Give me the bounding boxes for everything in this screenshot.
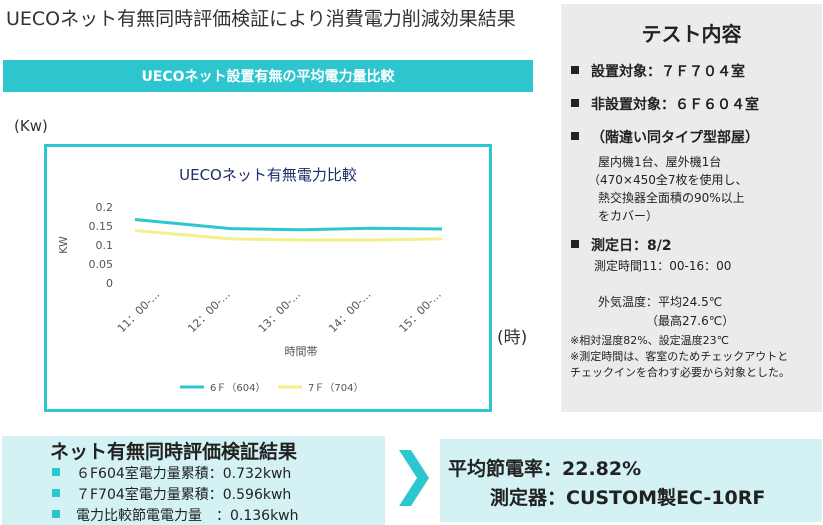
result-line: ７F704室電力量累積：0.596kwh: [52, 484, 291, 504]
summary-box: 平均節電率：22.82% 測定器：CUSTOM製EC-10RF: [440, 439, 822, 522]
x-tick-label: 11：00-…: [115, 288, 162, 335]
bullet-square-icon: [571, 66, 579, 74]
max-temperature: （最高27.6℃）: [646, 314, 735, 328]
y-unit-label: (Kw): [14, 117, 48, 135]
room-detail-line: をカバー）: [598, 209, 659, 223]
line-chart: UECOネット有無電力比較 0 0.05 0.1 0.15 0.2 KW 11：00-… 12：…: [57, 166, 444, 394]
result-line: ６F604室電力量累積：0.732kwh: [52, 463, 291, 483]
bullet-square-icon: [52, 468, 60, 476]
note-line: ※相対湿度82%、設定温度23℃: [570, 334, 730, 347]
bullet-square-icon: [571, 99, 579, 107]
saving-rate: 平均節電率：22.82%: [448, 458, 642, 480]
series-line-1: [134, 218, 443, 232]
result-line-text: ６F604室電力量累積：0.732kwh: [76, 466, 292, 482]
test-details-panel: テスト内容 設置対象：７Ｆ７０４室 非設置対象：６Ｆ６０４室 （階違い同タイプ型…: [561, 4, 822, 412]
measurement-date: 測定日：8/2: [571, 235, 672, 255]
installed-target-text: 設置対象：７Ｆ７０４室: [591, 64, 745, 80]
y-tick-label: 0.1: [96, 239, 114, 252]
measurement-date-text: 測定日：8/2: [591, 238, 672, 254]
note-line: チェックインを合わす必要から対象とした。: [570, 366, 790, 379]
x-unit-label: (時): [497, 328, 528, 348]
outside-temperature: 外気温度：平均24.5℃: [598, 295, 723, 309]
y-tick-label: 0.2: [96, 201, 114, 214]
y-tick-label: 0: [106, 277, 113, 290]
legend-label: 6Ｆ（604）: [210, 382, 265, 394]
page-title: UECOネット有無同時評価検証により消費電力削減効果結果: [6, 8, 516, 30]
room-type: （階違い同タイプ型部屋）: [571, 127, 759, 147]
not-installed-target: 非設置対象：６Ｆ６０４室: [571, 94, 759, 114]
bullet-square-icon: [52, 510, 60, 518]
legend-label: 7Ｆ（704）: [308, 382, 363, 394]
x-tick-label: 12：00-…: [185, 288, 232, 335]
chart-frame: UECOネット有無電力比較 0 0.05 0.1 0.15 0.2 KW 11：00-… 12：…: [44, 144, 492, 412]
series-line-2: [134, 229, 443, 242]
chart-banner: UECOネット設置有無の平均電力量比較: [3, 60, 533, 92]
x-tick-label: 15：00-…: [397, 288, 444, 335]
chevron-right-icon: [399, 450, 429, 506]
room-type-text: （階違い同タイプ型部屋）: [591, 130, 759, 146]
room-detail-line: 屋内機1台、屋外機1台: [598, 155, 722, 169]
not-installed-target-text: 非設置対象：６Ｆ６０４室: [591, 97, 759, 113]
result-line-text: 電力比較節電電力量 ：0.136kwh: [76, 508, 299, 524]
y-tick-label: 0.05: [89, 258, 114, 271]
measurement-time: 測定時間11：00-16：00: [594, 259, 732, 273]
y-tick-label: 0.15: [89, 220, 114, 233]
test-panel-title: テスト内容: [641, 22, 742, 46]
measurement-device: 測定器：CUSTOM製EC-10RF: [490, 487, 766, 509]
result-line: 電力比較節電電力量 ：0.136kwh: [52, 505, 299, 525]
x-tick-label: 14：00-…: [326, 288, 373, 335]
x-tick-label: 13：00-…: [256, 288, 303, 335]
x-axis-label: 時間帯: [285, 345, 318, 358]
result-title: ネット有無同時評価検証結果: [50, 441, 298, 463]
room-detail-line: 熱交換器全面積の90%以上: [598, 191, 745, 205]
bullet-square-icon: [571, 240, 579, 248]
bullet-square-icon: [571, 132, 579, 140]
note-line: ※測定時間は、客室のためチェックアウトと: [570, 350, 789, 363]
installed-target: 設置対象：７Ｆ７０４室: [571, 61, 745, 81]
result-line-text: ７F704室電力量累積：0.596kwh: [76, 487, 292, 503]
result-box: ネット有無同時評価検証結果 ６F604室電力量累積：0.732kwh ７F704…: [2, 436, 385, 525]
y-axis-label: KW: [57, 236, 70, 254]
bullet-square-icon: [52, 489, 60, 497]
room-detail-line: （470×450全7枚を使用し、: [588, 173, 748, 187]
chart-title: UECOネット有無電力比較: [179, 166, 357, 184]
